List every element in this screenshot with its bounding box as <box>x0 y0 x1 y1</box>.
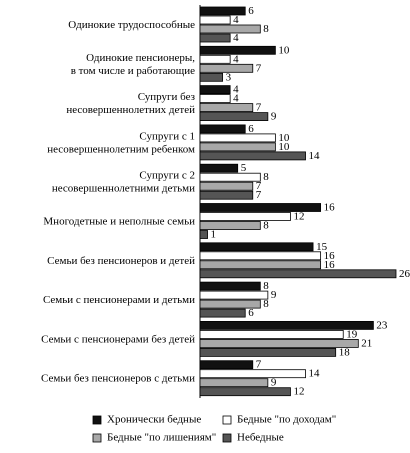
bar <box>199 260 322 270</box>
value-label: 23 <box>376 319 388 331</box>
value-label: 16 <box>324 250 336 262</box>
value-label: 10 <box>278 132 290 144</box>
bar <box>199 251 322 261</box>
bar <box>199 281 261 291</box>
category-label: Семьи с пенсионерами без детей <box>41 333 195 345</box>
bar <box>199 85 231 94</box>
value-label: 4 <box>233 14 239 26</box>
legend-swatch <box>222 415 232 425</box>
value-label: 26 <box>399 268 410 280</box>
bar <box>199 347 337 357</box>
bar <box>199 24 261 34</box>
category-label: Супруги с 1 несовершеннолетним ребенком <box>47 130 195 155</box>
bar <box>199 369 306 379</box>
category-label: Многодетные и неполные семьи <box>43 215 195 227</box>
bar <box>199 112 269 121</box>
category-label: Супруги без несовершеннолетних детей <box>66 91 195 116</box>
value-label: 5 <box>241 162 247 174</box>
value-label: 4 <box>233 32 239 44</box>
bar <box>199 221 261 230</box>
bar <box>199 172 261 182</box>
bar <box>199 360 254 370</box>
value-label: 4 <box>233 93 239 105</box>
value-label: 12 <box>293 386 304 398</box>
bar <box>199 15 231 25</box>
bar <box>199 269 397 279</box>
value-label: 8 <box>263 298 269 310</box>
value-label: 4 <box>233 53 239 65</box>
bar <box>199 151 306 161</box>
value-label: 6 <box>248 5 254 17</box>
value-label: 6 <box>248 307 254 319</box>
value-label: 8 <box>263 280 269 292</box>
category-label: Одинокие пенсионеры, в том числе и работа… <box>71 51 196 76</box>
bar <box>199 378 269 388</box>
bar <box>199 6 246 16</box>
bar <box>199 181 254 191</box>
value-label: 10 <box>278 44 290 56</box>
legend-swatch <box>222 433 232 443</box>
value-label: 21 <box>361 337 372 349</box>
bar <box>199 45 276 55</box>
bar <box>199 329 344 339</box>
bar <box>199 72 224 82</box>
bar <box>199 212 291 221</box>
bar <box>199 190 254 200</box>
legend-swatch <box>92 433 102 443</box>
bar <box>199 54 231 64</box>
category-label: Семьи без пенсионеров с детьми <box>41 372 195 384</box>
value-label: 8 <box>263 220 269 232</box>
value-label: 14 <box>309 150 321 162</box>
value-label: 9 <box>271 377 277 389</box>
bar <box>199 290 269 300</box>
legend-label: Хронически бедные <box>107 414 201 426</box>
value-label: 7 <box>256 180 262 192</box>
bar <box>199 124 246 134</box>
bar <box>199 163 239 173</box>
value-label: 7 <box>256 102 262 114</box>
bar <box>199 299 261 309</box>
bar <box>199 33 231 43</box>
bar <box>199 308 246 318</box>
category-label: Супруги с 2 несовершеннолетними детьми <box>52 169 195 194</box>
bar <box>199 103 254 112</box>
value-label: 10 <box>278 141 290 153</box>
bar <box>199 142 276 152</box>
bar <box>199 230 208 239</box>
category-label: Семьи с пенсионерами и детьми <box>43 294 195 306</box>
value-label: 7 <box>256 62 262 74</box>
bar <box>199 338 359 348</box>
bar <box>199 203 322 212</box>
value-label: 6 <box>248 123 254 135</box>
bar <box>199 94 231 103</box>
value-label: 12 <box>293 211 304 223</box>
legend-label: Бедные "по доходам" <box>237 414 336 426</box>
bar <box>199 63 254 73</box>
value-label: 7 <box>256 189 262 201</box>
value-label: 19 <box>346 328 358 340</box>
category-label: Одинокие трудоспособные <box>68 19 195 31</box>
legend-swatch <box>92 415 102 425</box>
value-label: 4 <box>233 84 239 96</box>
value-label: 15 <box>316 241 328 253</box>
value-label: 18 <box>339 346 351 358</box>
value-label: 9 <box>271 111 277 123</box>
bar <box>199 387 291 397</box>
value-label: 8 <box>263 23 269 35</box>
value-label: 1 <box>211 229 217 241</box>
value-label: 8 <box>263 171 269 183</box>
bar <box>199 133 276 143</box>
value-label: 3 <box>226 71 232 83</box>
value-label: 7 <box>256 359 262 371</box>
legend-label: Бедные "по лишениям" <box>107 432 216 444</box>
bar <box>199 242 314 252</box>
value-label: 9 <box>271 289 277 301</box>
value-label: 14 <box>309 368 321 380</box>
value-label: 16 <box>324 202 336 214</box>
legend-label: Небедные <box>237 432 284 444</box>
value-label: 16 <box>324 259 336 271</box>
category-label: Семьи без пенсионеров и детей <box>47 254 195 266</box>
bar <box>199 320 374 330</box>
